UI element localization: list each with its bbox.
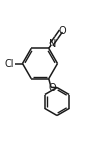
Text: O: O — [58, 26, 66, 36]
Text: O: O — [48, 83, 56, 93]
Text: N: N — [49, 39, 56, 49]
Text: Cl: Cl — [5, 59, 14, 69]
